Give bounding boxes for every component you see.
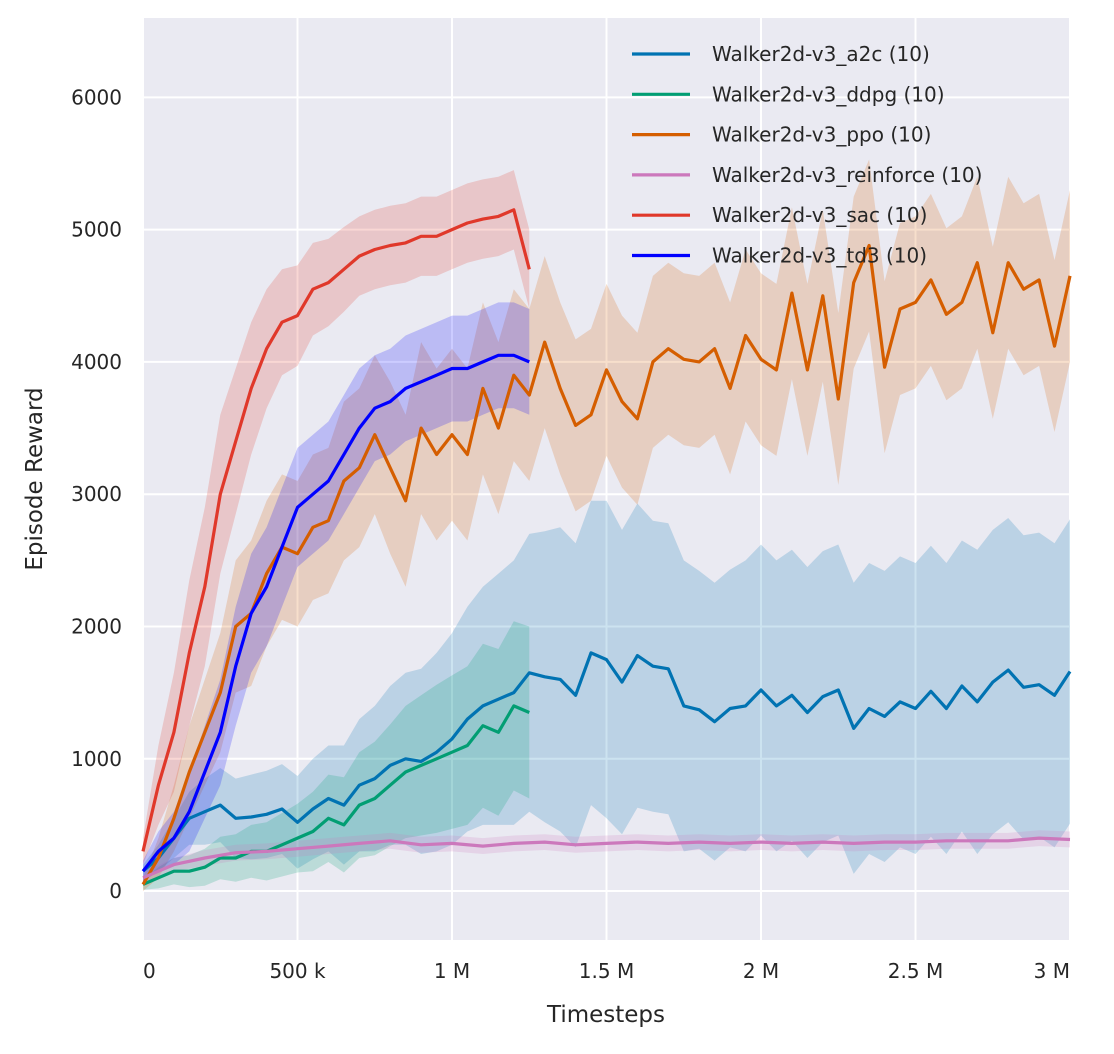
legend-label: Walker2d-v3_reinforce (10) bbox=[712, 163, 982, 187]
series-line-5 bbox=[141, 353, 530, 873]
band-2 bbox=[143, 159, 1070, 892]
series-line-3 bbox=[142, 836, 1071, 880]
x-axis-label: Timesteps bbox=[546, 1002, 665, 1028]
legend-label: Walker2d-v3_ppo (10) bbox=[712, 123, 931, 147]
legend-label: Walker2d-v3_a2c (10) bbox=[712, 42, 930, 66]
x-tick-label: 1.5 M bbox=[579, 959, 634, 983]
grid-lines bbox=[142, 18, 1071, 940]
y-axis-label: Episode Reward bbox=[22, 387, 48, 570]
legend-label: Walker2d-v3_td3 (10) bbox=[712, 244, 927, 268]
y-tick-labels: 0 1000 2000 3000 4000 5000 6000 bbox=[71, 85, 122, 903]
band-0 bbox=[143, 500, 1070, 878]
x-tick-label: 2.5 M bbox=[888, 959, 943, 983]
y-tick-label: 3000 bbox=[71, 482, 122, 506]
x-tick-label: 3 M bbox=[1034, 959, 1070, 983]
legend: Walker2d-v3_a2c (10) Walker2d-v3_ddpg (10… bbox=[632, 42, 982, 268]
legend-label: Walker2d-v3_ddpg (10) bbox=[712, 82, 945, 106]
y-tick-label: 2000 bbox=[71, 614, 122, 638]
legend-label: Walker2d-v3_sac (10) bbox=[712, 203, 927, 227]
y-tick-label: 6000 bbox=[71, 85, 122, 109]
series-line-1 bbox=[142, 704, 530, 886]
band-1 bbox=[143, 621, 530, 890]
x-tick-label: 500 k bbox=[269, 959, 326, 983]
x-tick-labels: 0 500 k 1 M 1.5 M 2 M 2.5 M 3 M bbox=[143, 959, 1070, 983]
band-4 bbox=[143, 170, 530, 865]
series-line-2 bbox=[141, 243, 1072, 886]
series-lines bbox=[141, 208, 1072, 886]
y-tick-label: 1000 bbox=[71, 747, 122, 771]
y-tick-label: 0 bbox=[109, 879, 122, 903]
x-tick-label: 1 M bbox=[434, 959, 470, 983]
x-tick-label: 0 bbox=[143, 959, 156, 983]
series-line-0 bbox=[141, 651, 1072, 873]
y-tick-label: 5000 bbox=[71, 218, 122, 242]
series-line-4 bbox=[141, 208, 531, 852]
x-tick-label: 2 M bbox=[743, 959, 779, 983]
y-tick-label: 4000 bbox=[71, 350, 122, 374]
